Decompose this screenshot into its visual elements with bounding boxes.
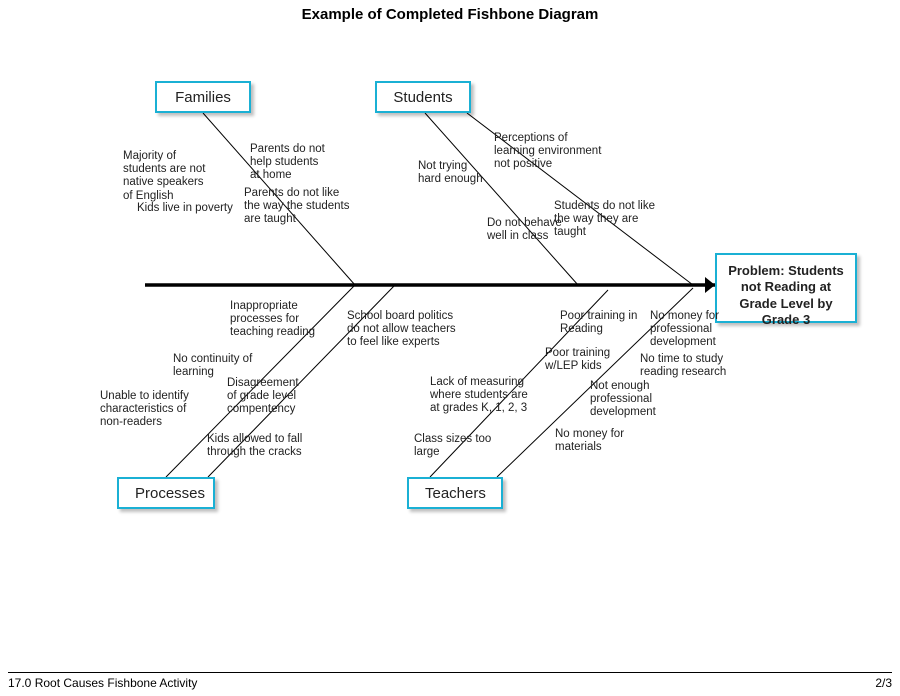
category-box-processes: Processes bbox=[117, 477, 215, 509]
cause-text: No money for materials bbox=[555, 428, 624, 454]
cause-text: Class sizes too large bbox=[414, 433, 491, 459]
cause-text: Disagreement of grade level compentency bbox=[227, 377, 299, 417]
cause-text: No money for professional development bbox=[650, 310, 719, 350]
cause-text: Parents do not like the way the students… bbox=[244, 187, 349, 227]
problem-box: Problem: Students not Reading at Grade L… bbox=[715, 253, 857, 323]
cause-text: Kids live in poverty bbox=[137, 202, 233, 215]
diagram-title: Example of Completed Fishbone Diagram bbox=[0, 6, 900, 23]
category-box-families: Families bbox=[155, 81, 251, 113]
fishbone-diagram: Families Students Processes Teachers Pro… bbox=[0, 30, 900, 610]
footer-left: 17.0 Root Causes Fishbone Activity bbox=[8, 676, 197, 690]
cause-text: Lack of measuring where students are at … bbox=[430, 376, 528, 416]
cause-text: Parents do not help students at home bbox=[250, 143, 325, 183]
cause-text: Kids allowed to fall through the cracks bbox=[207, 433, 302, 459]
cause-text: Poor training in Reading bbox=[560, 310, 637, 336]
cause-text: Students do not like the way they are ta… bbox=[554, 200, 655, 240]
cause-text: Poor training w/LEP kids bbox=[545, 347, 610, 373]
cause-text: No time to study reading research bbox=[640, 353, 726, 379]
cause-text: Inappropriate processes for teaching rea… bbox=[230, 300, 315, 340]
cause-text: Majority of students are not native spea… bbox=[123, 150, 205, 203]
category-box-teachers: Teachers bbox=[407, 477, 503, 509]
category-box-students: Students bbox=[375, 81, 471, 113]
cause-text: Do not behave well in class bbox=[487, 217, 562, 243]
cause-text: No continuity of learning bbox=[173, 353, 252, 379]
page-footer: 17.0 Root Causes Fishbone Activity 2/3 bbox=[8, 672, 892, 696]
cause-text: Unable to identify characteristics of no… bbox=[100, 390, 189, 430]
cause-text: School board politics do not allow teach… bbox=[347, 310, 456, 350]
footer-right: 2/3 bbox=[875, 676, 892, 690]
cause-text: Not trying hard enough bbox=[418, 160, 483, 186]
cause-text: Perceptions of learning environment not … bbox=[494, 132, 601, 172]
cause-text: Not enough professional development bbox=[590, 380, 656, 420]
